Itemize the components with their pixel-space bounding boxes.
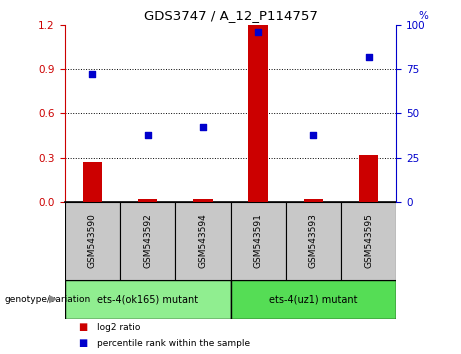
Bar <box>248 25 268 202</box>
Text: percentile rank within the sample: percentile rank within the sample <box>97 339 250 348</box>
Y-axis label: %: % <box>418 11 428 21</box>
Point <box>89 72 96 77</box>
Text: GSM543595: GSM543595 <box>364 213 373 268</box>
Bar <box>175 202 230 280</box>
Bar <box>286 202 341 280</box>
Text: log2 ratio: log2 ratio <box>97 323 140 332</box>
Bar <box>65 202 120 280</box>
Bar <box>230 202 286 280</box>
Text: ■: ■ <box>78 338 88 348</box>
Bar <box>138 199 157 202</box>
Text: GSM543590: GSM543590 <box>88 213 97 268</box>
Text: ■: ■ <box>78 322 88 332</box>
Point <box>310 132 317 137</box>
Bar <box>341 202 396 280</box>
Text: GSM543591: GSM543591 <box>254 213 263 268</box>
Text: ets-4(ok165) mutant: ets-4(ok165) mutant <box>97 294 198 304</box>
Text: GSM543594: GSM543594 <box>198 213 207 268</box>
Bar <box>230 280 396 319</box>
Bar <box>359 155 378 202</box>
Bar <box>193 199 213 202</box>
Title: GDS3747 / A_12_P114757: GDS3747 / A_12_P114757 <box>143 9 318 22</box>
Text: ets-4(uz1) mutant: ets-4(uz1) mutant <box>269 294 358 304</box>
Point <box>199 125 207 130</box>
Point <box>254 29 262 35</box>
Bar <box>65 280 230 319</box>
Bar <box>304 199 323 202</box>
Point <box>144 132 151 137</box>
Text: GSM543593: GSM543593 <box>309 213 318 268</box>
Text: genotype/variation: genotype/variation <box>5 295 91 304</box>
Text: ▶: ▶ <box>49 294 58 304</box>
Point <box>365 54 372 59</box>
Bar <box>83 162 102 202</box>
Text: GSM543592: GSM543592 <box>143 213 152 268</box>
Bar <box>120 202 175 280</box>
